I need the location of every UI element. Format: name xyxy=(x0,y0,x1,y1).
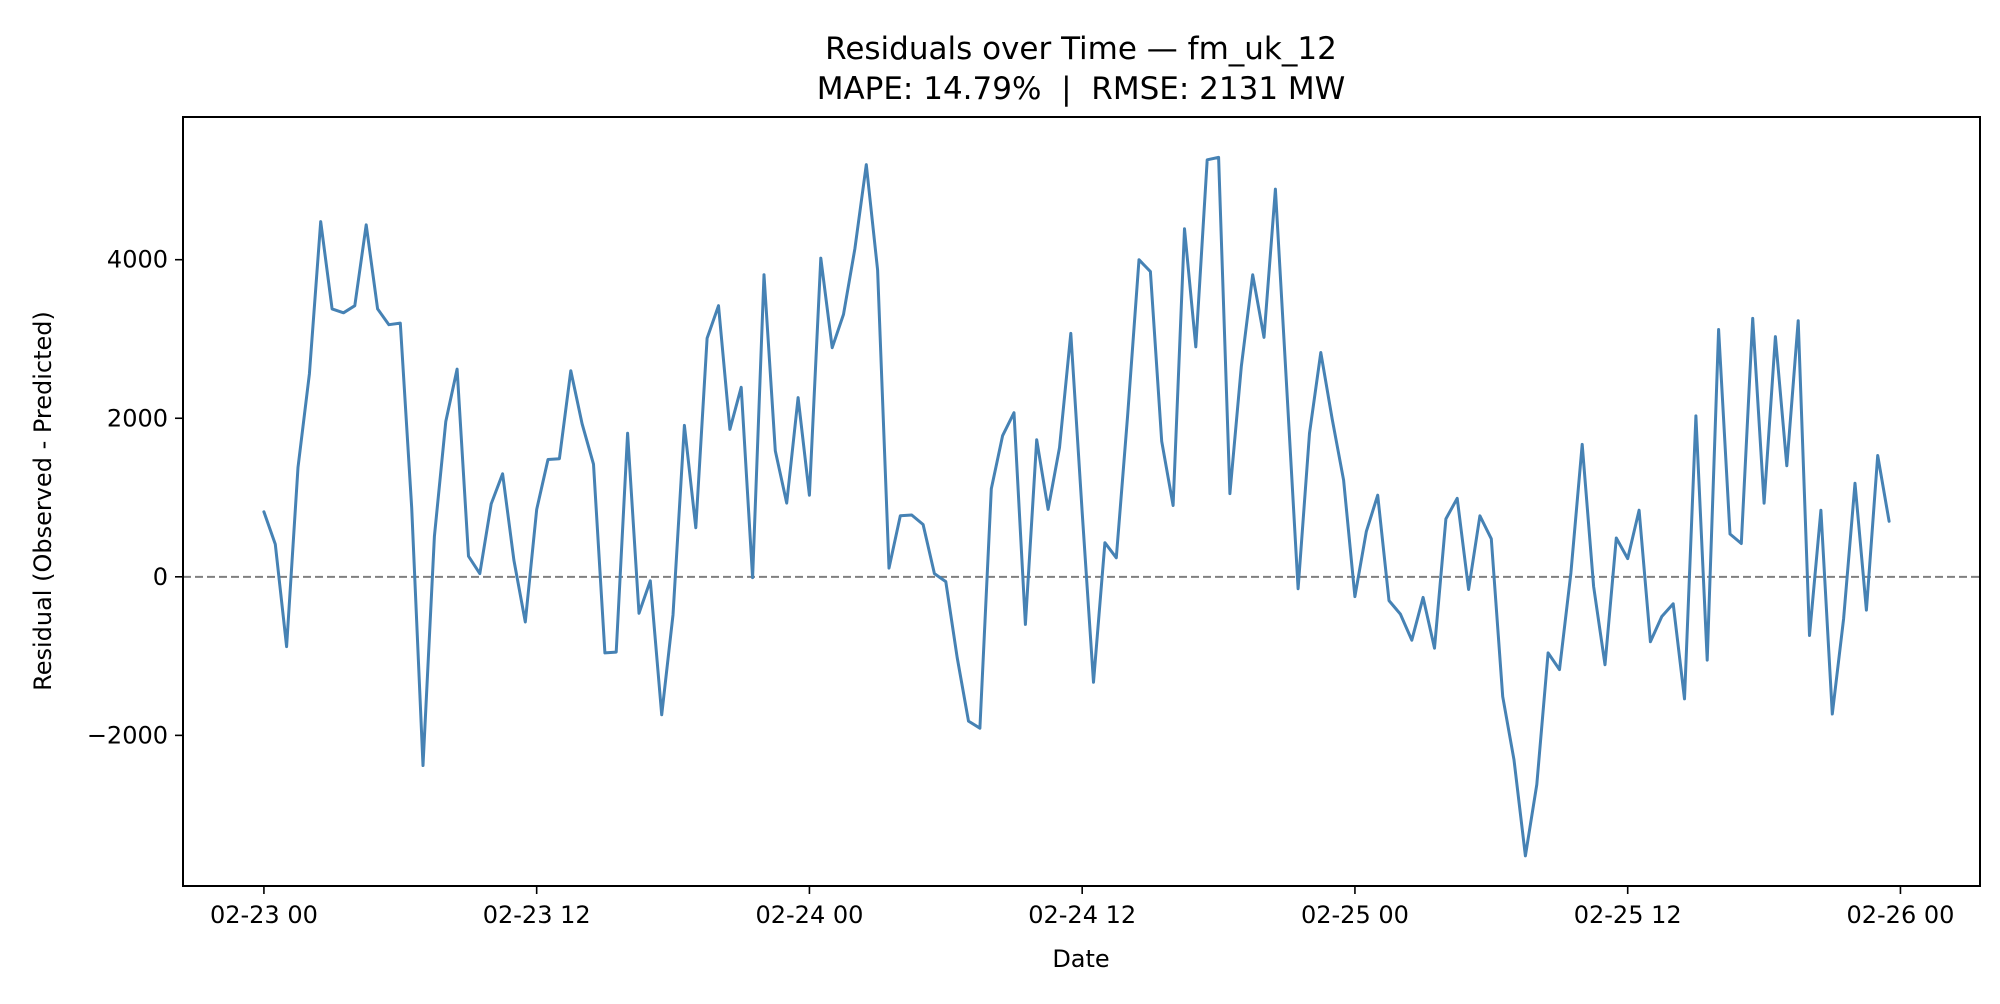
x-tick-label: 02-26 00 xyxy=(1846,901,1954,929)
plot-area xyxy=(183,155,1980,858)
y-tick-label: 0 xyxy=(153,563,168,591)
x-tick-label: 02-23 12 xyxy=(483,901,591,929)
x-axis: 02-23 00 02-23 12 02-24 00 02-24 12 02-25 00… xyxy=(210,886,1954,929)
x-tick-label: 02-25 12 xyxy=(1574,901,1682,929)
y-tick-label: 4000 xyxy=(107,246,168,274)
chart-subtitle: MAPE: 14.79% | RMSE: 2131 MW xyxy=(817,71,1346,107)
y-axis-label: Residual (Observed - Predicted) xyxy=(29,311,57,691)
chart-title: Residuals over Time — fm_uk_12 xyxy=(825,31,1337,67)
x-tick-label: 02-25 00 xyxy=(1301,901,1409,929)
y-tick-label: 2000 xyxy=(107,404,168,432)
x-tick-label: 02-24 12 xyxy=(1028,901,1136,929)
x-tick-label: 02-23 00 xyxy=(210,901,318,929)
x-axis-label: Date xyxy=(1052,945,1109,973)
y-axis: −2000 0 2000 4000 xyxy=(87,246,183,749)
residual-series-line xyxy=(262,155,1891,858)
x-tick-label: 02-24 00 xyxy=(755,901,863,929)
y-tick-label: −2000 xyxy=(87,721,168,749)
